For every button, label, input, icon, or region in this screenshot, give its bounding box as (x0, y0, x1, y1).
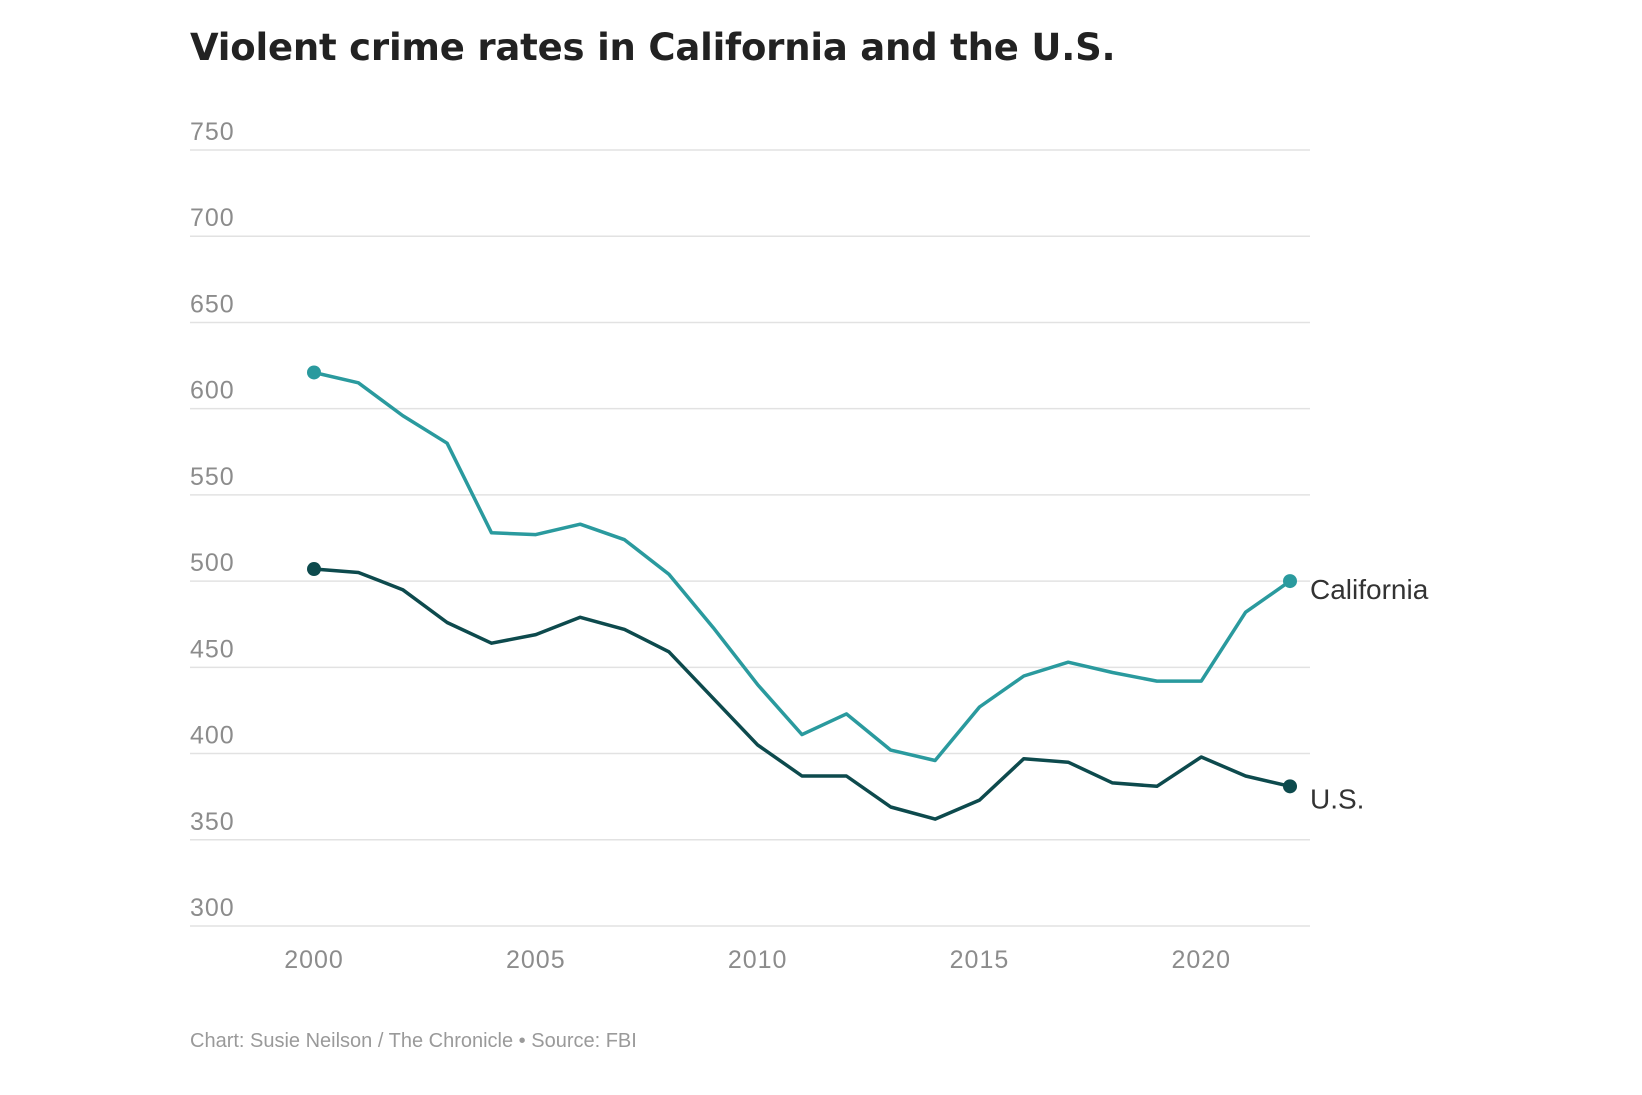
california-series-label: California (1310, 574, 1429, 605)
y-tick-label: 500 (190, 549, 235, 577)
y-tick-label: 550 (190, 463, 235, 491)
y-tick-label: 700 (190, 204, 235, 232)
x-tick-label: 2005 (506, 946, 566, 974)
y-tick-label: 450 (190, 635, 235, 663)
x-axis-tick-labels: 2000 2005 2010 2015 2020 (284, 946, 1231, 974)
y-tick-label: 650 (190, 290, 235, 318)
x-tick-label: 2020 (1171, 946, 1231, 974)
california-line (312, 370, 1292, 763)
u-s-end-point (1283, 779, 1297, 794)
chart-credit: Chart: Susie Neilson / The Chronicle • S… (190, 1030, 637, 1052)
y-tick-label: 350 (190, 808, 235, 836)
y-tick-label: 300 (190, 894, 235, 922)
u-s-line (312, 567, 1292, 821)
x-tick-label: 2000 (284, 946, 344, 974)
series-lines (312, 370, 1292, 821)
y-tick-label: 750 (190, 118, 235, 146)
y-tick-label: 400 (190, 722, 235, 750)
series-labels: California U.S. (1310, 574, 1429, 814)
y-axis-tick-labels: 300 350 400 450 500 550 600 650 700 750 (190, 118, 235, 922)
series-end-markers (307, 365, 1297, 794)
x-tick-label: 2015 (950, 946, 1010, 974)
chart-title: Violent crime rates in California and th… (190, 26, 1116, 69)
u-s-start-point (307, 562, 321, 577)
u-s-series-label: U.S. (1310, 783, 1364, 814)
california-end-point (1283, 574, 1297, 589)
x-tick-label: 2010 (728, 946, 788, 974)
california-start-point (307, 365, 321, 380)
gridlines (190, 149, 1310, 927)
y-tick-label: 600 (190, 377, 235, 405)
